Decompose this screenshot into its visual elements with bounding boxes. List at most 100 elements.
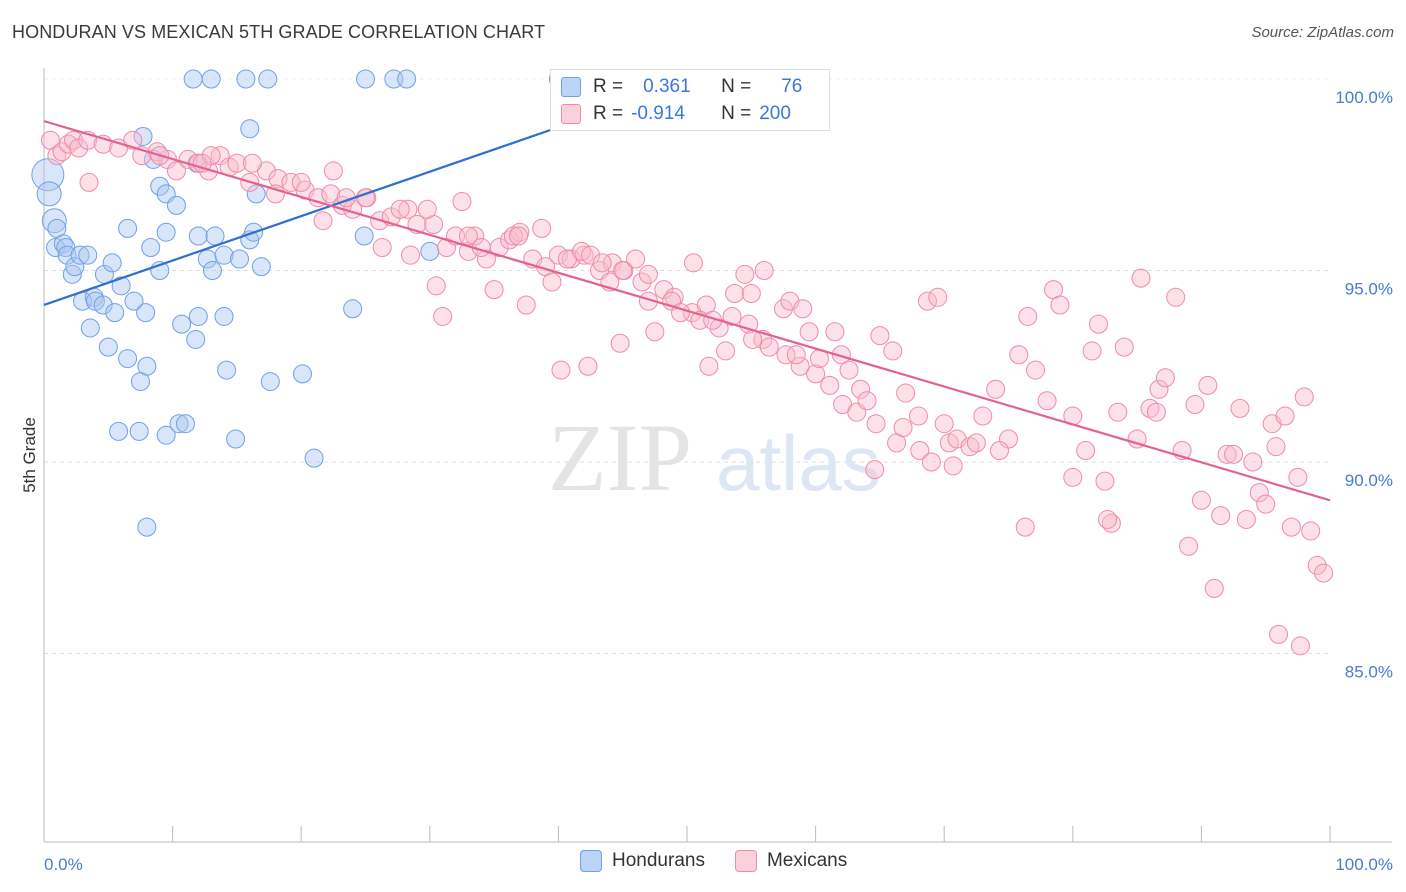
data-point (150, 176, 170, 196)
data-point (773, 299, 793, 319)
data-point (865, 460, 885, 480)
data-point (1249, 483, 1269, 503)
data-point (458, 226, 478, 246)
data-point (754, 261, 774, 280)
mexicans-swatch (734, 850, 757, 872)
data-point (141, 238, 161, 258)
data-point (551, 360, 571, 380)
data-point (1155, 368, 1175, 388)
data-point (137, 517, 157, 537)
data-point (242, 153, 262, 173)
data-point (699, 356, 719, 376)
watermark: ZIP atlas (548, 404, 881, 511)
data-point (592, 253, 612, 273)
data-point (397, 69, 417, 89)
data-point (1256, 494, 1276, 514)
series-legend-hondurans[interactable]: Hondurans (580, 850, 705, 872)
y-tick-labels: 100.0% 95.0% 90.0% 85.0% (1335, 88, 1393, 682)
data-point (123, 130, 143, 150)
data-point (417, 199, 437, 219)
data-point (1098, 509, 1118, 529)
data-point (1037, 391, 1057, 411)
legend-r-label: R = (593, 103, 624, 124)
legend-n-label: N = (721, 103, 752, 124)
data-point (831, 345, 851, 365)
data-point (452, 192, 472, 212)
data-point (509, 226, 529, 246)
series-legend-mexicans[interactable]: Mexicans (734, 850, 847, 872)
data-point (166, 161, 186, 181)
data-point (205, 226, 225, 246)
data-point (93, 295, 113, 315)
data-point (1217, 444, 1237, 464)
data-point (217, 360, 237, 380)
data-point (910, 441, 930, 461)
data-point (1224, 444, 1244, 464)
data-point (806, 364, 826, 384)
data-point (896, 383, 916, 403)
data-point (851, 379, 871, 399)
data-point (214, 245, 234, 265)
chart-title: HONDURAN VS MEXICAN 5TH GRADE CORRELATIO… (12, 22, 546, 42)
data-point (372, 238, 392, 258)
data-point (1108, 402, 1128, 422)
data-point (268, 169, 288, 189)
y-tick-label: 100.0% (1335, 88, 1393, 107)
data-point (80, 318, 100, 338)
data-point (398, 199, 418, 219)
data-point (465, 226, 485, 246)
data-point (129, 421, 149, 441)
y-tick-label: 95.0% (1345, 280, 1393, 299)
data-point (192, 153, 212, 173)
data-point (214, 306, 234, 326)
data-point (188, 226, 208, 246)
data-point (1269, 624, 1289, 644)
data-point (1166, 287, 1186, 307)
data-point (390, 199, 410, 219)
data-point (1288, 467, 1308, 487)
legend-swatch-hondurans (561, 77, 581, 97)
data-point (133, 126, 153, 146)
watermark-zip: ZIP (548, 404, 692, 511)
y-tick-label: 90.0% (1345, 471, 1393, 490)
data-point (1127, 429, 1147, 449)
data-point (1076, 441, 1096, 461)
data-point (79, 172, 99, 192)
data-point (883, 341, 903, 361)
data-point (199, 161, 219, 181)
data-point (1101, 513, 1121, 533)
data-point (973, 406, 993, 426)
series-hondurans (31, 69, 691, 537)
data-point (1185, 395, 1205, 415)
data-point (236, 69, 256, 89)
hondurans-label: Hondurans (612, 850, 705, 871)
data-point (124, 291, 144, 311)
data-point (1063, 467, 1083, 487)
data-point (1050, 295, 1070, 315)
data-point (118, 218, 138, 238)
data-point (304, 448, 324, 468)
data-point (917, 291, 937, 311)
y-axis-label: 5th Grade (20, 417, 39, 493)
data-point (799, 322, 819, 342)
data-point (1018, 306, 1038, 326)
data-point (1082, 341, 1102, 361)
series-mexicans (40, 130, 1334, 656)
data-point (175, 414, 195, 434)
data-point (542, 272, 562, 292)
data-point (65, 257, 85, 277)
legend-swatch-mexicans (561, 104, 581, 124)
legend-row-mexicans: R = -0.914 N = 200 (561, 102, 791, 126)
data-point (130, 372, 150, 392)
data-point (870, 326, 890, 346)
data-point (654, 280, 674, 300)
data-point (613, 261, 633, 280)
legend-n-value: 76 (781, 76, 803, 97)
data-point (291, 172, 311, 192)
data-point (743, 329, 763, 349)
data-point (638, 264, 658, 284)
data-point (516, 295, 536, 315)
data-point (484, 280, 504, 300)
data-point (258, 69, 278, 89)
data-point (1204, 578, 1224, 598)
